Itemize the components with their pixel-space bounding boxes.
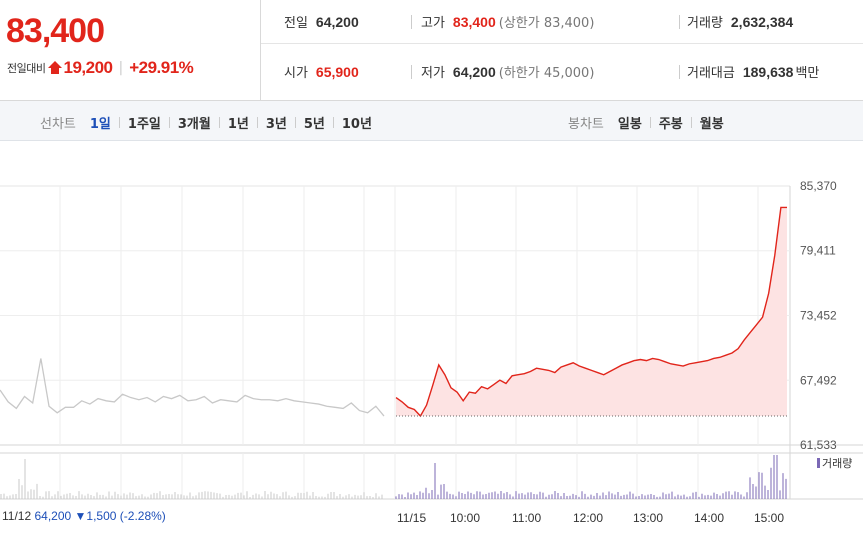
x-tick-label: 12:00: [573, 511, 603, 525]
tab-divider: [294, 117, 296, 128]
current-price-box: 83,400 전일대비 19,200 | +29.91%: [0, 0, 261, 101]
volume: 거래량 2,632,384: [687, 12, 793, 31]
y-tick-label: 61,533: [800, 438, 837, 452]
change-percent: +29.91%: [129, 58, 194, 77]
chart-period-tabs: 선차트 1일 1주일 3개월 1년 3년 5년 10년 봉차트 일봉 주봉 월봉: [0, 101, 863, 141]
tab-10y[interactable]: 10년: [341, 117, 372, 132]
volume-legend: 거래량: [817, 455, 852, 471]
candle-chart-tabs: 봉차트 일봉 주봉 월봉: [568, 113, 724, 132]
tab-1y[interactable]: 1년: [227, 117, 249, 132]
tab-divider: [649, 117, 651, 128]
prev-day-close: 64,200: [34, 509, 72, 523]
high-label: 고가: [421, 16, 445, 31]
previous-day-summary: 11/12 64,200 ▼1,500 (-2.28%): [2, 509, 166, 523]
low-value: 64,200: [452, 64, 496, 80]
divider: [411, 65, 412, 79]
tab-5y[interactable]: 5년: [303, 117, 325, 132]
candle-chart-label: 봉차트: [568, 117, 604, 132]
current-price: 83,400: [6, 12, 105, 50]
change-divider: |: [118, 60, 124, 76]
line-chart-label: 선차트: [40, 117, 76, 132]
trade-value-label: 거래대금: [687, 66, 735, 81]
today-price-line: [395, 206, 787, 418]
open-price: 시가 65,900: [284, 62, 359, 81]
x-tick-label: 11:00: [512, 511, 541, 525]
volume-legend-swatch: [817, 458, 820, 468]
change-label: 전일대비: [7, 62, 46, 75]
trade-value-amount: 189,638: [742, 64, 794, 80]
quote-row-1: 전일 64,200 고가 83,400 (상한가 83,400) 거래량 2,6…: [261, 0, 863, 44]
prev-close-label: 전일: [284, 16, 308, 31]
upper-limit: (상한가 83,400): [498, 16, 595, 31]
line-chart-tabs: 선차트 1일 1주일 3개월 1년 3년 5년 10년: [40, 113, 372, 132]
volume-value: 2,632,384: [730, 14, 794, 30]
x-tick-label: 15:00: [754, 511, 784, 525]
prev-day-date: 11/12: [2, 509, 32, 523]
tab-divider: [218, 117, 220, 128]
x-tick-label: 11/15: [397, 511, 426, 525]
tab-divider: [256, 117, 258, 128]
tab-3m[interactable]: 3개월: [177, 117, 211, 132]
intraday-price-chart: 85,370 79,411 73,452 67,492 61,533 11/15 10:00…: [0, 179, 863, 525]
divider: [411, 15, 412, 29]
tab-divider: [332, 117, 334, 128]
trade-value: 거래대금 189,638 백만: [687, 62, 819, 81]
prev-day-pct: (-2.28%): [119, 509, 166, 523]
prev-day-change: ▼1,500: [74, 509, 117, 523]
volume-legend-label: 거래량: [822, 457, 853, 470]
price-change: 전일대비 19,200 | +29.91%: [7, 58, 194, 78]
tab-divider: [690, 117, 692, 128]
divider: [679, 65, 680, 79]
volume-label: 거래량: [687, 16, 723, 31]
tab-1d[interactable]: 1일: [89, 117, 111, 132]
prev-day-price-line: [0, 358, 385, 417]
tab-1w[interactable]: 1주일: [127, 117, 161, 132]
open-value: 65,900: [315, 64, 359, 80]
tab-3y[interactable]: 3년: [265, 117, 287, 132]
x-tick-label: 10:00: [450, 511, 480, 525]
tab-monthly-candle[interactable]: 월봉: [699, 117, 724, 132]
prev-close: 전일 64,200: [284, 12, 359, 31]
y-tick-label: 85,370: [800, 179, 837, 193]
tab-daily-candle[interactable]: 일봉: [617, 117, 642, 132]
up-arrow-icon: [48, 61, 63, 75]
lower-limit: (하한가 45,000): [498, 66, 595, 81]
y-tick-label: 67,492: [800, 373, 837, 387]
tab-divider: [118, 117, 120, 128]
prev-close-value: 64,200: [315, 14, 359, 30]
quote-details: 전일 64,200 고가 83,400 (상한가 83,400) 거래량 2,6…: [261, 0, 863, 101]
y-tick-label: 73,452: [800, 308, 837, 322]
low-price: 저가 64,200 (하한가 45,000): [421, 62, 594, 81]
x-tick-label: 13:00: [633, 511, 663, 525]
change-amount: 19,200: [63, 58, 113, 77]
tab-weekly-candle[interactable]: 주봉: [658, 117, 683, 132]
tab-divider: [168, 117, 170, 128]
open-label: 시가: [284, 66, 308, 81]
quote-row-2: 시가 65,900 저가 64,200 (하한가 45,000) 거래대금 18…: [261, 50, 863, 94]
today-price-area: [396, 207, 787, 417]
x-tick-label: 14:00: [694, 511, 724, 525]
divider: [679, 15, 680, 29]
low-label: 저가: [421, 66, 445, 81]
trade-value-unit: 백만: [795, 66, 820, 81]
high-value: 83,400: [452, 14, 496, 30]
y-tick-label: 79,411: [800, 244, 836, 258]
price-summary: 83,400 전일대비 19,200 | +29.91% 전일 64,200 고…: [0, 0, 863, 101]
high-price: 고가 83,400 (상한가 83,400): [421, 12, 594, 31]
